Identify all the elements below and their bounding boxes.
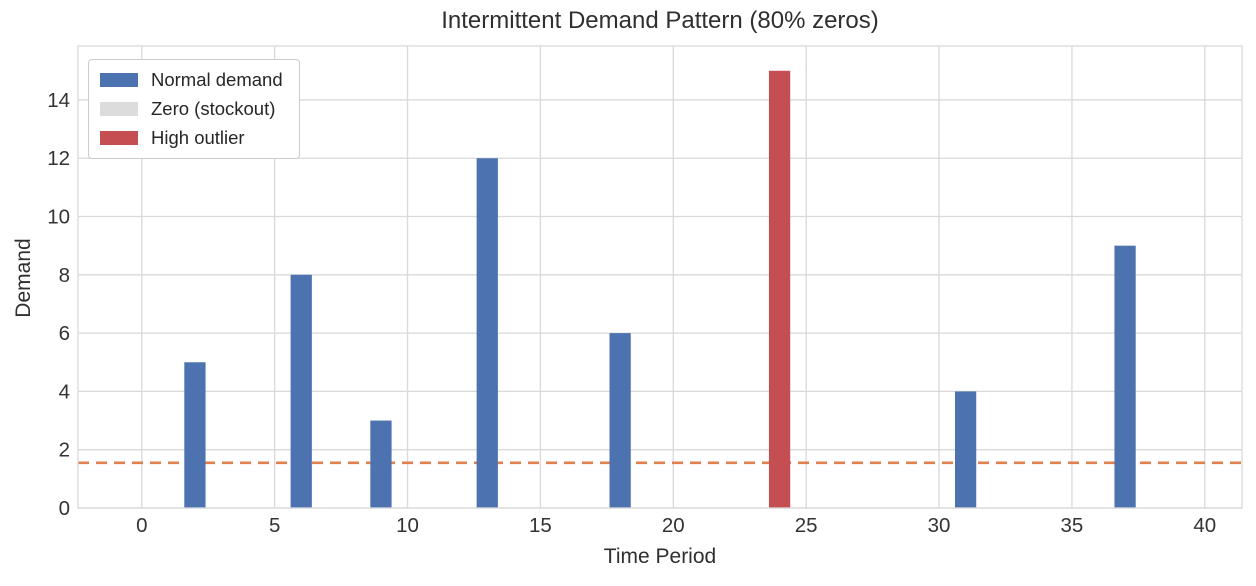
legend-label: Zero (stockout) bbox=[151, 98, 276, 119]
bar bbox=[609, 333, 631, 508]
legend-swatch-normal-demand bbox=[100, 73, 138, 87]
legend-label: Normal demand bbox=[151, 69, 283, 90]
y-tick-label: 14 bbox=[47, 89, 70, 112]
y-tick-label: 6 bbox=[59, 322, 70, 345]
x-axis-label: Time Period bbox=[603, 545, 717, 568]
y-axis-label: Demand bbox=[12, 238, 35, 318]
legend-label: High outlier bbox=[151, 127, 245, 148]
y-tick-label: 12 bbox=[47, 147, 70, 170]
x-tick-label: 35 bbox=[1061, 514, 1084, 537]
legend-item-normal-demand: Normal demand bbox=[100, 69, 283, 91]
y-tick-label: 10 bbox=[47, 206, 70, 229]
legend: Normal demand Zero (stockout) High outli… bbox=[88, 59, 300, 159]
legend-item-zero-stockout: Zero (stockout) bbox=[100, 98, 283, 120]
bar bbox=[954, 391, 977, 508]
bar bbox=[476, 158, 498, 508]
legend-swatch-high-outlier bbox=[100, 131, 138, 145]
x-tick-label: 15 bbox=[529, 514, 552, 537]
x-tick-label: 0 bbox=[136, 514, 147, 537]
plot-border bbox=[77, 45, 1243, 509]
y-tick-label: 8 bbox=[59, 264, 70, 287]
y-tick-label: 4 bbox=[59, 380, 70, 403]
bar bbox=[290, 274, 312, 508]
x-tick-label: 5 bbox=[269, 514, 280, 537]
y-tick-label: 2 bbox=[59, 439, 70, 462]
bar bbox=[370, 420, 392, 508]
legend-item-high-outlier: High outlier bbox=[100, 127, 283, 149]
bar bbox=[1114, 245, 1136, 508]
x-tick-label: 20 bbox=[662, 514, 685, 537]
bar bbox=[184, 362, 206, 508]
x-tick-label: 30 bbox=[928, 514, 951, 537]
y-tick-label: 0 bbox=[59, 497, 70, 520]
legend-swatch-zero-stockout bbox=[100, 102, 138, 116]
x-tick-label: 40 bbox=[1193, 514, 1216, 537]
chart-title: Intermittent Demand Pattern (80% zeros) bbox=[441, 7, 879, 34]
x-tick-label: 10 bbox=[396, 514, 419, 537]
bar bbox=[768, 70, 791, 508]
x-tick-label: 25 bbox=[795, 514, 818, 537]
